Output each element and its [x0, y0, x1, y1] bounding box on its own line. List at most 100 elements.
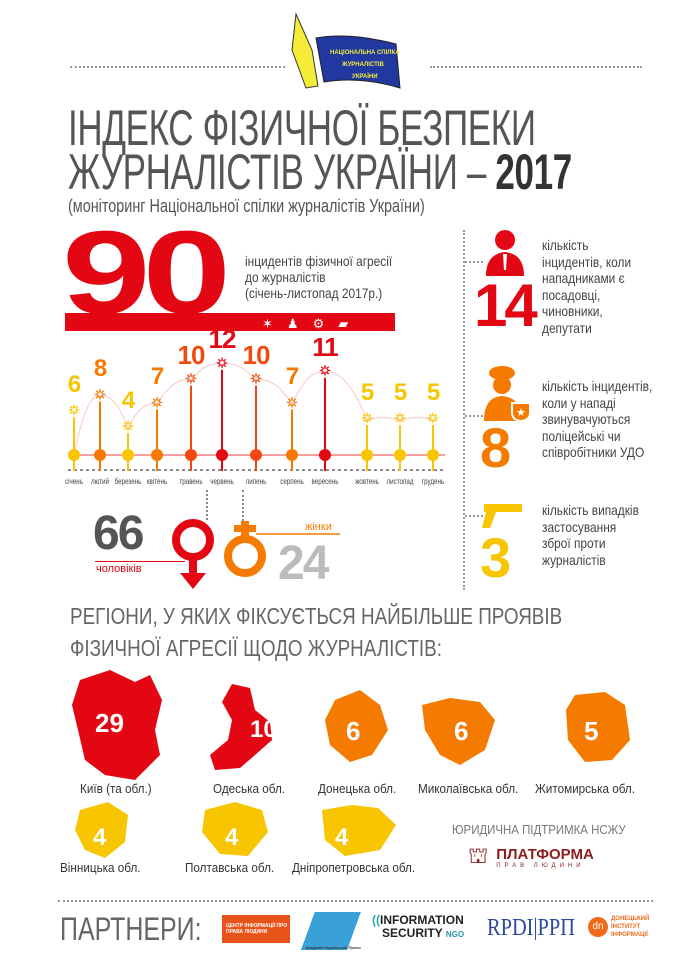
- partners-label: ПАРТНЕРИ:: [60, 911, 202, 947]
- data-point: [286, 449, 298, 461]
- spark-icon: ✷: [361, 410, 373, 426]
- text-line: застосування: [542, 518, 617, 535]
- value-label: 8: [93, 355, 107, 383]
- value-label: 11: [312, 331, 338, 362]
- spark-icon: ✷: [122, 418, 134, 434]
- value-label: 4: [121, 387, 135, 414]
- month-label: травень: [179, 477, 203, 486]
- region-label: Вінницька обл.: [60, 860, 141, 875]
- spark-icon: ✷: [68, 402, 80, 418]
- text-line: співробітники УДО: [542, 444, 645, 460]
- data-point: [427, 449, 439, 461]
- svg-text:4: 4: [225, 824, 239, 851]
- title-year: 2017: [495, 144, 572, 200]
- data-point: [394, 449, 406, 461]
- month-label: квітень: [146, 477, 168, 486]
- svg-text:29: 29: [95, 708, 124, 738]
- month-label: серпень: [280, 477, 304, 486]
- region-vinnytsia: 4: [75, 802, 128, 858]
- logo-sub: ПРАВ ЛЮДИНИ: [496, 863, 585, 869]
- spark-icon: ✷: [185, 371, 197, 387]
- text-line: кількість: [542, 237, 589, 253]
- logo-text: NGO: [445, 930, 465, 939]
- desc-line: інцидентів фізичної агресії: [245, 253, 393, 269]
- month-label: вересень: [311, 477, 339, 486]
- official-icon: ♟: [286, 316, 313, 331]
- region-mykolaiv: 6: [422, 698, 495, 765]
- total-value: 90: [62, 207, 231, 339]
- partner-logo-hric[interactable]: ЦЕНТР ІНФОРМАЦІЇ ПРО ПРАВА ЛЮДИНИ: [222, 915, 290, 943]
- gun-icon: ▰: [338, 316, 363, 331]
- data-point: [216, 449, 228, 461]
- svg-text:10: 10: [250, 716, 277, 743]
- legal-heading: ЮРИДИЧНА ПІДТРИМКА НСЖУ: [452, 822, 626, 837]
- camera-icon: ⚙: [312, 316, 339, 331]
- data-point: [319, 449, 331, 461]
- region-dnipro: 4: [322, 805, 396, 856]
- partner-logo-dn-text: ДОНЕЦЬКИЙ ІНСТИТУТ ІНФОРМАЦІЇ: [611, 916, 650, 938]
- women-label: жінки: [305, 521, 332, 533]
- spark-icon: ✷: [319, 363, 331, 379]
- stat-weapons-text: кількість випадків застосування зброї прот…: [542, 502, 639, 568]
- heading-line: ФІЗИЧНОЇ АГРЕСІЇ ЩОДО ЖУРНАЛІСТІВ:: [70, 635, 442, 661]
- data-point: [185, 449, 197, 461]
- data-point: [361, 449, 373, 461]
- page-title-line2: ЖУРНАЛІСТІВ УКРАЇНИ – 2017: [68, 147, 572, 197]
- region-label: Київ (та обл.): [80, 781, 152, 796]
- total-bar: [65, 313, 395, 331]
- spark-icon: ✷: [427, 410, 439, 426]
- wave-icon: ((: [372, 913, 380, 927]
- region-zhytomyr: 5: [566, 692, 630, 762]
- svg-text:4: 4: [93, 824, 107, 851]
- stat-officials-value: 14: [474, 272, 538, 339]
- total-description: інцидентів фізичної агресії до журналіст…: [245, 253, 392, 301]
- data-point: [250, 449, 262, 461]
- partner-logo-rpdi[interactable]: RPDI|РРП: [487, 915, 575, 941]
- text-line: інцидентів, коли: [542, 253, 632, 270]
- heading-line: РЕГІОНИ, У ЯКИХ ФІКСУЄТЬСЯ НАЙБІЛЬШЕ ПРО…: [70, 603, 563, 629]
- title-text: ЖУРНАЛІСТІВ УКРАЇНИ –: [68, 144, 487, 200]
- svg-text:6: 6: [346, 716, 360, 746]
- desc-line: до журналістів: [245, 269, 326, 285]
- data-point: [151, 449, 163, 461]
- value-label: 7: [150, 363, 164, 391]
- nsju-logo: НАЦІОНАЛЬНА СПІЛКА ЖУРНАЛІСТІВ УКРАЇНИ: [291, 12, 401, 89]
- data-point: [68, 449, 80, 461]
- partner-logo-dn[interactable]: dn: [588, 917, 608, 937]
- value-label: 5: [393, 379, 407, 407]
- connector: [465, 415, 483, 417]
- male-icon: [172, 519, 214, 589]
- text-line: кількість інцидентів,: [542, 378, 653, 394]
- partner-logo-infosec[interactable]: ((INFORMATION SECURITY NGO: [372, 914, 464, 941]
- text-line: зброї проти: [542, 535, 606, 551]
- subtitle: (моніторинг Національної спілки журналіс…: [68, 196, 425, 216]
- partner-logo-aup[interactable]: Академія Української Преси: [298, 912, 368, 950]
- stat-police-value: 8: [480, 416, 512, 479]
- region-label: Донецька обл.: [318, 781, 397, 796]
- region-label: Дніпропетровська обл.: [292, 860, 416, 875]
- divider: [70, 66, 285, 68]
- region-label: Полтавська обл.: [185, 860, 275, 875]
- month-label: грудень: [421, 477, 445, 486]
- text-line: журналістів: [542, 551, 606, 568]
- text-line: звинувачуються: [542, 411, 631, 427]
- monthly-chart: ✷ ✷ ✷ ✷ ✷ ✷ ✷ ✷ ✷ ✷ ✷ ✷: [68, 354, 445, 471]
- logo-text: SECURITY: [382, 926, 443, 940]
- region-label: Миколаївська обл.: [418, 781, 519, 796]
- region-label: Одеська обл.: [213, 781, 286, 796]
- regions-heading: РЕГІОНИ, У ЯКИХ ФІКСУЄТЬСЯ НАЙБІЛЬШЕ ПРО…: [70, 600, 562, 664]
- text-line: депутати: [542, 319, 592, 336]
- logo-text: INFORMATION: [380, 913, 464, 927]
- month-label: червень: [210, 477, 234, 486]
- spark-icon: ✷: [94, 386, 106, 402]
- divider: [430, 66, 642, 68]
- month-label: листопад: [386, 477, 414, 486]
- svg-text:6: 6: [454, 716, 468, 746]
- month-label: липень: [245, 477, 267, 486]
- text-line: кількість випадків: [542, 502, 639, 518]
- police-icon: ★: [484, 366, 531, 421]
- value-label: 10: [242, 339, 271, 370]
- vertical-divider: [463, 230, 465, 590]
- connector: [465, 261, 483, 263]
- spark-icon: ✷: [151, 394, 163, 410]
